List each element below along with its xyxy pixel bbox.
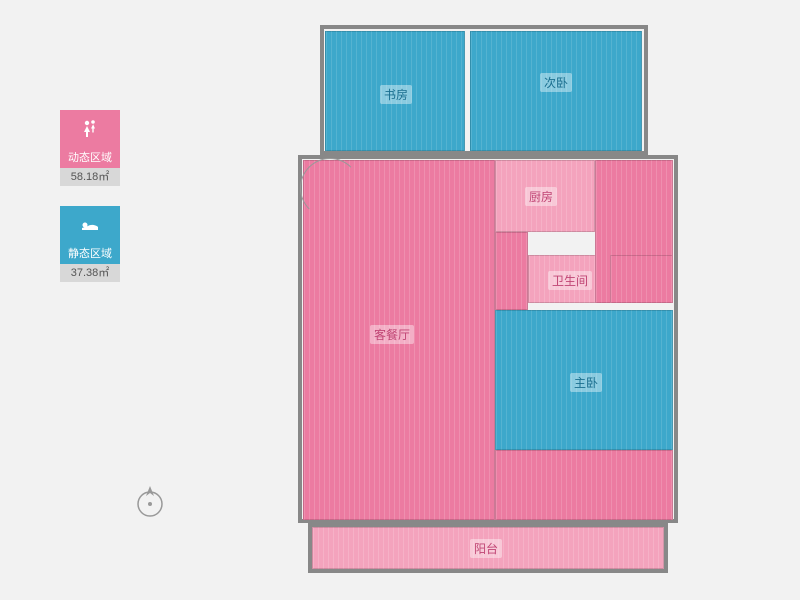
room-label-second-bedroom: 次卧 bbox=[540, 73, 572, 92]
room-living-bottom bbox=[495, 450, 673, 520]
legend-dynamic-value: 58.18㎡ bbox=[60, 168, 120, 186]
room-living-ext3 bbox=[610, 255, 673, 303]
legend-static-value: 37.38㎡ bbox=[60, 264, 120, 282]
door-arc bbox=[300, 158, 360, 218]
sleep-icon bbox=[60, 206, 120, 244]
room-label-living: 客餐厅 bbox=[370, 325, 414, 344]
room-label-master-bedroom: 主卧 bbox=[570, 373, 602, 392]
legend-dynamic-label: 动态区域 bbox=[60, 148, 120, 168]
legend-panel: 动态区域 58.18㎡ 静态区域 37.38㎡ bbox=[60, 110, 120, 302]
legend-dynamic: 动态区域 58.18㎡ bbox=[60, 110, 120, 186]
room-living-ext1 bbox=[495, 232, 528, 310]
people-icon bbox=[60, 110, 120, 148]
legend-static: 静态区域 37.38㎡ bbox=[60, 206, 120, 282]
room-label-study: 书房 bbox=[380, 85, 412, 104]
legend-static-label: 静态区域 bbox=[60, 244, 120, 264]
room-label-kitchen: 厨房 bbox=[525, 187, 557, 206]
room-label-balcony: 阳台 bbox=[470, 539, 502, 558]
room-label-bathroom: 卫生间 bbox=[548, 271, 592, 290]
floorplan: 书房次卧玄关厨房卫生间客餐厅主卧阳台 bbox=[270, 25, 730, 580]
compass-icon bbox=[130, 480, 170, 520]
